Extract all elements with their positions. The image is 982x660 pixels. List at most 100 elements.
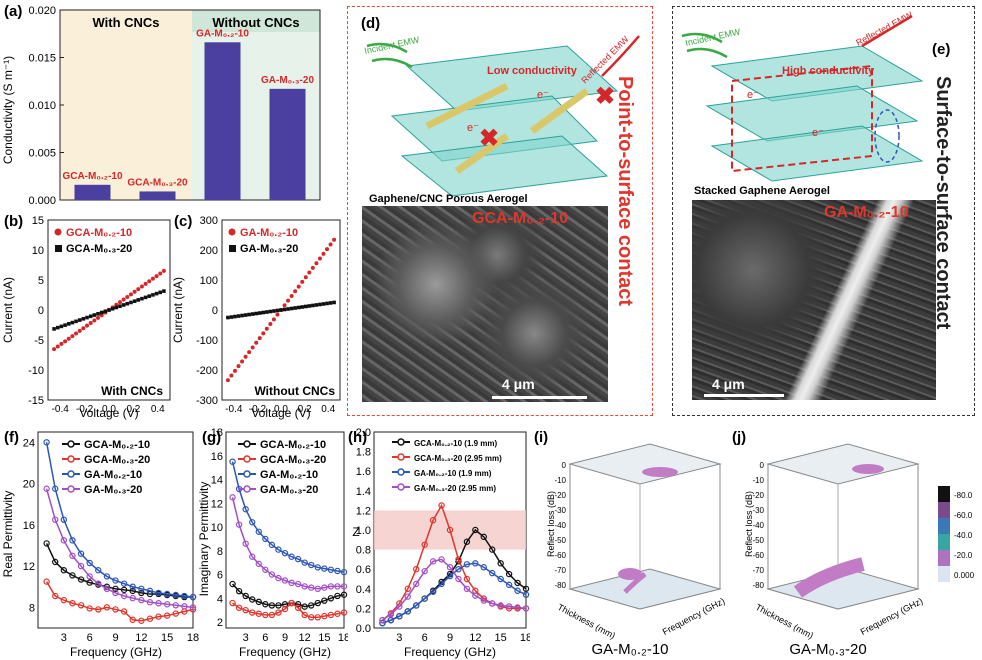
- series-line: [232, 583, 345, 608]
- data-point: [132, 289, 137, 294]
- data-marker: [146, 615, 154, 622]
- z-tick-label: -10: [554, 476, 566, 485]
- z-tick-label: -40: [554, 521, 566, 530]
- surface-top: [766, 443, 920, 485]
- data-marker: [514, 579, 521, 587]
- z-tick-label: -30: [752, 506, 764, 515]
- y-tick-label: 100: [200, 275, 218, 287]
- data-point: [92, 313, 97, 317]
- data-marker: [497, 575, 504, 583]
- x-tick-label: 12: [469, 632, 481, 644]
- x-tick-label: 6: [422, 632, 428, 644]
- data-marker: [275, 602, 282, 609]
- legend-marker: [243, 440, 251, 448]
- y-tick-label: -10: [28, 365, 44, 377]
- legend-marker: [397, 453, 405, 461]
- x-tick-label: 15: [161, 632, 173, 644]
- z-ticks: 0 -10 -20 -30 -40 -50 -60 -70 -80: [752, 461, 764, 590]
- incident-wave-icon: [686, 47, 728, 59]
- x-tick-label: 6: [87, 632, 93, 644]
- data-point: [147, 279, 152, 284]
- y-tick-label: 1.8: [356, 447, 371, 459]
- data-marker: [43, 540, 50, 547]
- data-marker: [334, 592, 341, 600]
- data-marker: [172, 602, 179, 609]
- x-tick-label: 18: [338, 632, 348, 644]
- legend-marker: [397, 483, 405, 491]
- x-tick-label: 9: [447, 632, 453, 644]
- y-tick-label: 24: [23, 437, 35, 449]
- data-marker: [146, 587, 154, 595]
- data-marker: [463, 561, 471, 568]
- data-point: [264, 326, 269, 331]
- data-point: [275, 308, 280, 313]
- x-tick-label: 12: [135, 632, 147, 644]
- legend-label: GA-M₀.₂-10 (1.9 mm): [414, 469, 492, 478]
- y-tick-label: 2: [217, 617, 223, 629]
- data-marker: [438, 556, 445, 563]
- panel-e-schematic: (e) Incident EMW Reflected EMW High cond…: [681, 9, 954, 330]
- data-marker: [294, 555, 302, 563]
- data-point: [321, 251, 326, 256]
- data-marker: [301, 603, 308, 610]
- legend-marker: [67, 440, 75, 448]
- scalebar-label: 4 μm: [712, 376, 745, 392]
- y-tick-label: 200: [200, 245, 218, 257]
- data-marker: [489, 546, 496, 553]
- data-marker: [52, 592, 59, 600]
- surface-dip: [852, 464, 884, 474]
- panel-letter-d: (d): [361, 15, 380, 32]
- data-marker: [138, 617, 145, 624]
- series-line: [45, 442, 194, 598]
- axis-ticks: 0.0 0.2 0.4 0.6 0.8 1.0 1.2 1.4 1.6 1.8 2.0 3 6 9 12 15…: [356, 427, 530, 644]
- electron-label: e⁻: [537, 89, 549, 101]
- data-point: [307, 304, 312, 308]
- panel-b-iv-chart: (b) -15 -10 -5 0 5 10 15 -0.4 -0.2 0.0 0.2 0.4 GCA-…: [1, 213, 171, 420]
- y-axis-label: Current (nA): [171, 277, 185, 343]
- legend-marker: [228, 228, 236, 236]
- data-point: [143, 281, 148, 286]
- cnc-rod: [454, 133, 510, 174]
- data-marker: [281, 577, 289, 584]
- legend-marker: [67, 455, 75, 463]
- legend: GCA-M₀.₂-10 GCA-M₀.₃-20 GA-M₀.₂-10 GA-M₀.₃-…: [62, 439, 150, 496]
- data-marker: [301, 611, 308, 619]
- colorbar-tick-label: 0.000: [954, 571, 975, 580]
- data-marker: [249, 553, 256, 560]
- legend-label: GA-M₀.₂-10: [240, 227, 298, 239]
- data-point: [147, 294, 152, 298]
- y-tick-label: 300: [200, 215, 218, 227]
- data-point: [88, 321, 93, 326]
- data-marker: [421, 567, 428, 575]
- x-tick-label: 6: [262, 632, 268, 644]
- data-marker: [235, 521, 243, 528]
- data-marker: [421, 595, 428, 602]
- legend-marker: [229, 245, 236, 252]
- data-point: [52, 347, 57, 352]
- data-point: [257, 311, 262, 315]
- data-marker: [103, 573, 111, 580]
- data-marker: [95, 580, 102, 587]
- data-point: [121, 303, 126, 307]
- bar: [269, 88, 306, 200]
- data-point: [293, 289, 298, 294]
- data-marker: [60, 596, 68, 604]
- data-point: [226, 315, 230, 320]
- data-point: [272, 309, 276, 313]
- legend-label: GCA-M₀.₂-10 (1.9 mm): [414, 439, 498, 448]
- data-point: [314, 303, 319, 307]
- data-point: [271, 317, 276, 322]
- data-point: [74, 331, 79, 336]
- z-tick-label: -70: [554, 566, 566, 575]
- data-marker: [294, 601, 302, 608]
- legend-marker: [67, 470, 75, 478]
- data-point: [96, 311, 100, 316]
- y-tick-label: 0.010: [28, 100, 56, 112]
- data-point: [265, 310, 269, 314]
- reflected-wave-icon: [601, 35, 640, 77]
- y-tick-label: 6: [217, 570, 223, 582]
- data-marker: [275, 546, 282, 553]
- data-marker: [327, 566, 335, 573]
- incident-wave-icon: [681, 32, 723, 44]
